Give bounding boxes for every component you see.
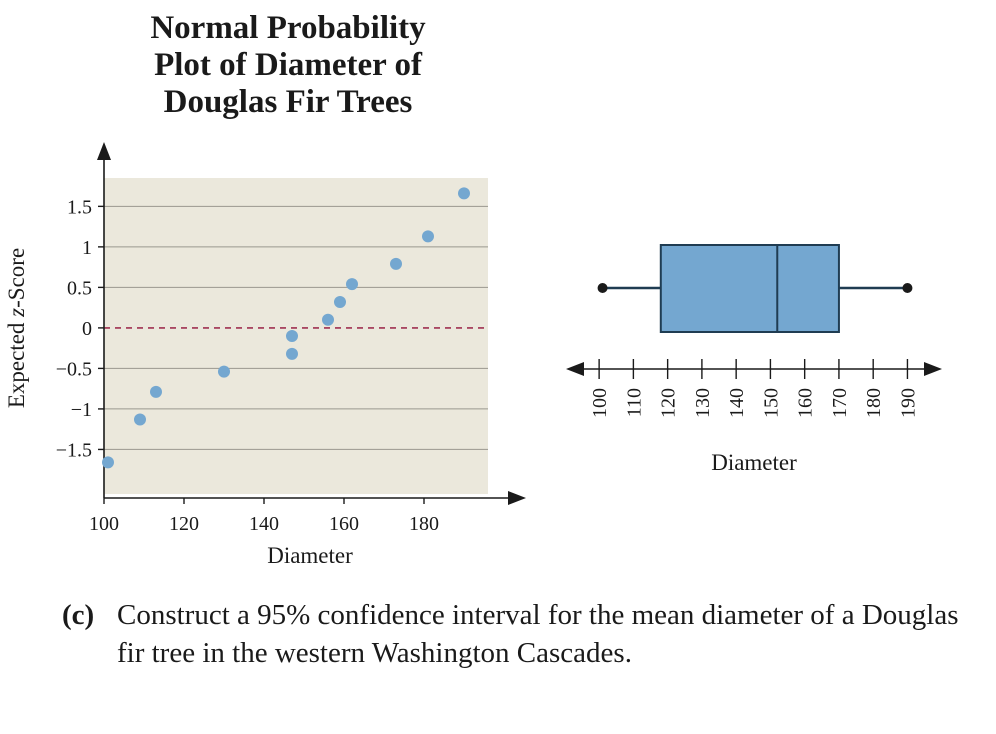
y-axis-label: Expected z-Score xyxy=(4,248,29,408)
data-point xyxy=(458,187,470,200)
boxplot-tick-label: 130 xyxy=(692,388,714,418)
chart-title-line-3: Douglas Fir Trees xyxy=(164,84,413,120)
x-axis-label: Diameter xyxy=(267,543,353,568)
data-point xyxy=(322,313,334,326)
number-line-right-arrowhead xyxy=(924,362,942,376)
box-iqr xyxy=(659,244,840,333)
data-point xyxy=(422,230,434,243)
y-tick-label: −0.5 xyxy=(56,358,92,380)
data-point xyxy=(102,456,114,469)
chart-title-line-1: Normal Probability xyxy=(150,10,426,46)
normal-probability-plot: Normal Probability Plot of Diameter of D… xyxy=(4,10,526,568)
x-tick-label: 180 xyxy=(409,513,439,535)
x-tick-label: 100 xyxy=(89,513,119,535)
y-tick-label: −1 xyxy=(71,399,92,421)
x-axis-arrowhead xyxy=(508,491,526,505)
y-tick-labels: 1.5 1 0.5 0 −0.5 −1 −1.5 xyxy=(56,196,104,461)
question-label: (c) xyxy=(62,599,95,631)
boxplot-tick-label: 120 xyxy=(658,388,680,418)
y-axis-label-prefix: Expected xyxy=(4,317,29,408)
x-tick-label: 140 xyxy=(249,513,279,535)
grid-lines xyxy=(104,205,488,450)
data-point xyxy=(346,278,358,291)
data-point xyxy=(134,413,146,426)
y-tick-label: 1 xyxy=(82,237,92,259)
boxplot: 100 110 120 130 140 150 160 170 180 190 Diameter xyxy=(566,244,942,475)
boxplot-tick-label: 170 xyxy=(829,388,851,418)
boxplot-tick-label: 190 xyxy=(897,388,919,418)
question-text: Construct a 95% confidence interval for … xyxy=(117,599,959,669)
y-axis-arrowhead xyxy=(97,142,111,160)
chart-title-line-2: Plot of Diameter of xyxy=(154,47,423,83)
data-points xyxy=(102,187,470,469)
y-axis-label-suffix: -Score xyxy=(4,248,29,308)
y-axis-label-italic: z xyxy=(4,308,29,318)
boxplot-tick-label: 140 xyxy=(726,388,748,418)
data-point xyxy=(390,257,402,270)
data-point xyxy=(218,365,230,378)
x-tick-label: 160 xyxy=(329,513,359,535)
data-point xyxy=(286,347,298,360)
y-tick-label: −1.5 xyxy=(56,439,92,461)
data-point xyxy=(286,330,298,342)
data-point xyxy=(334,295,346,308)
y-tick-label: 0 xyxy=(82,318,92,340)
question-c: (c) Construct a 95% confidence interval … xyxy=(62,596,962,672)
minimum-point xyxy=(597,283,608,293)
boxplot-tick-labels: 100 110 120 130 140 150 160 170 180 190 xyxy=(589,388,919,418)
y-tick-label: 1.5 xyxy=(67,196,92,218)
number-line-left-arrowhead xyxy=(566,362,584,376)
boxplot-ticks xyxy=(598,359,909,379)
boxplot-tick-label: 180 xyxy=(863,388,885,418)
maximum-point xyxy=(902,283,913,293)
boxplot-tick-label: 150 xyxy=(760,388,782,418)
y-tick-label: 0.5 xyxy=(67,277,92,299)
x-tick-labels: 100 120 140 160 180 xyxy=(89,498,439,535)
figure-area: Normal Probability Plot of Diameter of D… xyxy=(4,10,942,568)
x-tick-label: 120 xyxy=(169,513,199,535)
boxplot-tick-label: 160 xyxy=(795,388,817,418)
boxplot-tick-label: 110 xyxy=(623,388,645,417)
boxplot-tick-label: 100 xyxy=(589,388,611,418)
data-point xyxy=(150,385,162,398)
boxplot-x-axis-label: Diameter xyxy=(711,450,797,475)
